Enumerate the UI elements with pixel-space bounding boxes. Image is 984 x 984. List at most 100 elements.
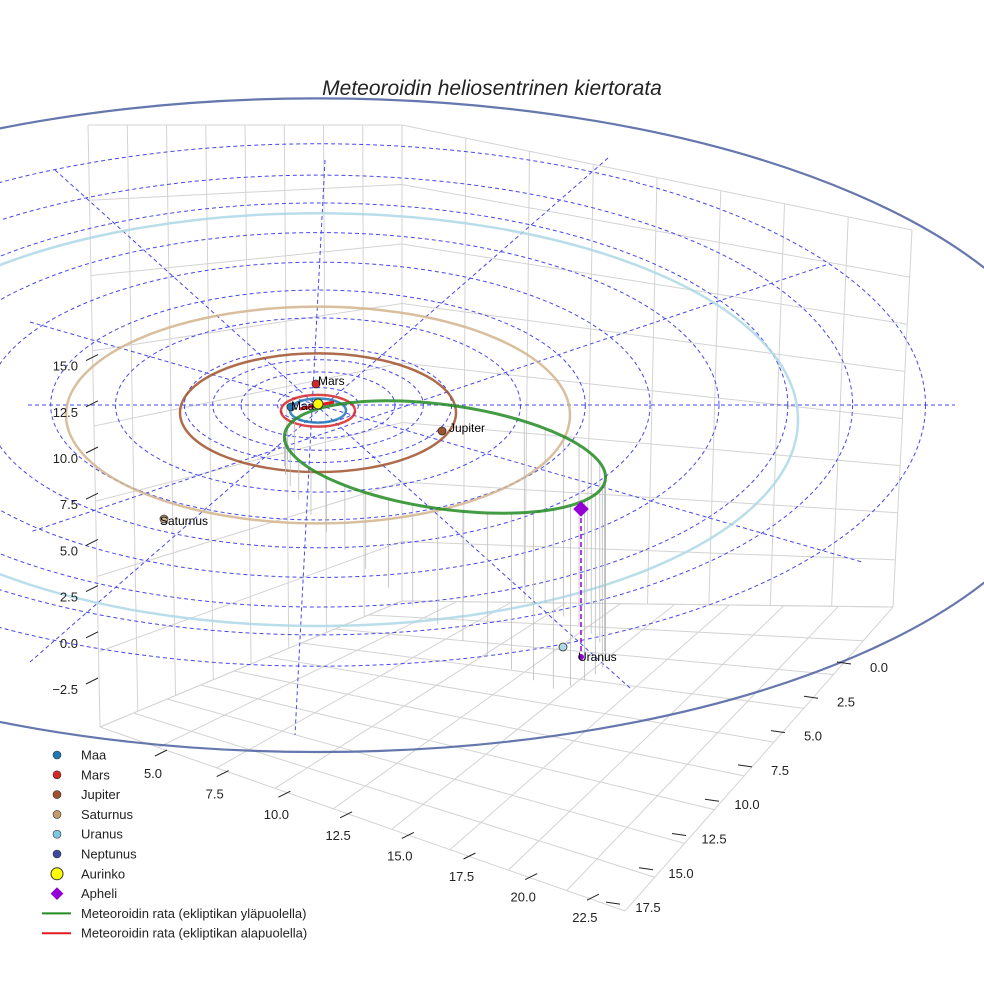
grid-line: [99, 600, 403, 728]
x-tick-mark: [339, 811, 353, 819]
legend-label: Apheli: [81, 886, 117, 901]
orbit-jupiter: [178, 352, 458, 474]
y-tick-label: 7.5: [771, 763, 789, 778]
grid-line: [95, 421, 901, 502]
z-tick-label: 10.0: [53, 451, 78, 466]
x-tick-label: 7.5: [206, 787, 224, 802]
sun-marker: [312, 398, 324, 410]
z-tick-label: 7.5: [60, 497, 78, 512]
legend-swatch: [52, 829, 62, 839]
ecliptic-grid: [0, 143, 955, 736]
ecliptic-spoke: [294, 159, 326, 736]
x-tick-mark: [401, 831, 415, 839]
z-tick-mark: [85, 538, 99, 546]
legend-label: Saturnus: [81, 807, 134, 822]
grid-line: [98, 540, 896, 653]
marker-mars: [311, 379, 321, 389]
x-tick-label: 5.0: [144, 766, 162, 781]
z-tick-mark: [85, 492, 99, 500]
legend-swatch: [50, 867, 64, 881]
legend-item: Maa: [52, 748, 107, 763]
grid-line: [234, 670, 745, 777]
y-tick-label: 10.0: [734, 797, 759, 812]
orbit-mars: [279, 393, 357, 428]
y-tick-label: 5.0: [804, 729, 822, 744]
planet-orbits: [0, 97, 984, 754]
x-tick-label: 10.0: [264, 807, 289, 822]
y-tick-label: 2.5: [837, 694, 855, 709]
axis-ticks: −2.5 0.0 2.5 5.0 7.5 10.0 12.5 15.0 5.0 7.5 10.0 12…: [52, 354, 888, 925]
label-saturnus: Saturnus: [160, 514, 208, 528]
legend-swatch: [50, 887, 64, 900]
z-tick-label: 12.5: [53, 405, 78, 420]
x-tick-mark: [154, 749, 168, 757]
y-tick-mark: [605, 901, 621, 905]
label-uranus: Uranus: [578, 650, 617, 664]
orbit-neptunus: [0, 97, 984, 754]
meteoroid-orbit-above: [282, 399, 608, 515]
legend-item: Jupiter: [52, 787, 121, 802]
grid-line: [333, 603, 621, 810]
z-tick-label: −2.5: [52, 682, 78, 697]
legend-item: Meteoroidin rata (ekliptikan alapuolella…: [42, 926, 307, 941]
z-tick-label: 0.0: [60, 636, 78, 651]
x-tick-label: 20.0: [511, 890, 536, 905]
y-tick-label: 0.0: [870, 660, 888, 675]
legend-item: Mars: [52, 767, 110, 782]
grid-line: [334, 628, 834, 676]
grid-line: [92, 302, 905, 372]
grid-line: [368, 614, 864, 642]
y-tick-mark: [737, 764, 753, 768]
chart-title: Meteoroidin heliosentrinen kiertorata: [322, 77, 662, 100]
legend-label: Neptunus: [81, 847, 137, 862]
x-tick-label: 12.5: [325, 828, 350, 843]
orbit-uranus: [0, 212, 800, 628]
ecliptic-spoke: [29, 157, 609, 663]
legend-swatch: [52, 810, 62, 819]
legend-item: Apheli: [50, 886, 117, 901]
z-tick-mark: [85, 631, 99, 639]
x-tick-label: 22.5: [572, 910, 597, 925]
label-maa: Maa: [291, 399, 315, 413]
z-tick-mark: [85, 400, 99, 408]
grid-line: [507, 605, 785, 871]
marker-saturnus: [159, 514, 169, 524]
y-tick-label: 17.5: [635, 900, 660, 915]
grid-line: [158, 601, 457, 748]
y-tick-mark: [770, 730, 786, 734]
grid-line: [166, 698, 685, 844]
grid-line: [391, 603, 676, 830]
grid-line: [88, 124, 913, 231]
grid-line: [401, 600, 894, 608]
y-tick-label: 15.0: [668, 866, 693, 881]
legend-label: Uranus: [81, 827, 123, 842]
ecliptic-ring: [0, 174, 853, 636]
legend-label: Meteoroidin rata (ekliptikan yläpuolella…: [81, 906, 306, 921]
legend-item: Saturnus: [52, 807, 134, 822]
x-tick-mark: [278, 790, 291, 798]
marker-maa: [286, 402, 296, 412]
aphelion-projection: [578, 654, 584, 660]
y-tick-mark: [638, 867, 654, 871]
ecliptic-spoke: [29, 321, 863, 563]
x-tick-mark: [586, 893, 600, 901]
ecliptic-spoke: [54, 169, 631, 689]
legend-item: Neptunus: [52, 847, 137, 862]
label-jupiter: Jupiter: [449, 421, 485, 435]
x-tick-mark: [463, 852, 476, 860]
legend-swatch: [52, 770, 62, 780]
ecliptic-ring: [0, 232, 720, 578]
marker-uranus: [558, 642, 568, 652]
grid-line: [99, 726, 626, 912]
grid-line: [624, 606, 894, 912]
grid-line: [449, 604, 730, 851]
grid-line: [267, 656, 774, 743]
legend-item: Meteoroidin rata (ekliptikan yläpuolella…: [42, 906, 306, 921]
z-tick-label: 5.0: [60, 543, 78, 558]
z-tick-mark: [85, 354, 99, 362]
y-tick-mark: [671, 833, 687, 836]
grid-line: [301, 642, 804, 709]
label-mars: Mars: [318, 374, 345, 388]
